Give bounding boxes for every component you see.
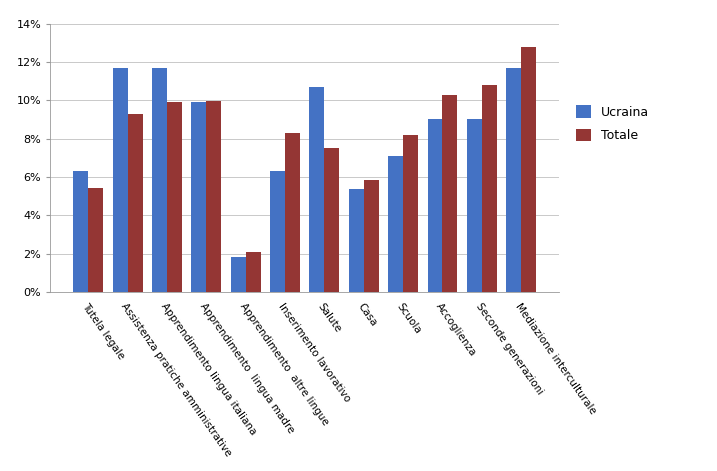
Bar <box>310 87 324 292</box>
Bar <box>128 114 143 292</box>
Bar <box>348 189 364 292</box>
Bar <box>246 252 261 292</box>
Legend: Ucraina, Totale: Ucraina, Totale <box>576 105 649 142</box>
Bar <box>113 68 128 292</box>
Bar <box>191 102 206 292</box>
Bar <box>521 47 536 292</box>
Bar <box>388 156 403 292</box>
Bar <box>442 95 457 292</box>
Bar <box>482 85 497 292</box>
Bar <box>152 68 167 292</box>
Bar <box>73 171 88 292</box>
Bar <box>285 133 300 292</box>
Bar <box>167 102 182 292</box>
Bar <box>467 120 482 292</box>
Bar <box>324 148 339 292</box>
Bar <box>506 68 521 292</box>
Bar <box>206 101 222 292</box>
Bar <box>231 257 246 292</box>
Bar <box>427 120 442 292</box>
Bar <box>364 180 379 292</box>
Bar <box>88 188 103 292</box>
Bar <box>403 135 418 292</box>
Bar <box>270 171 285 292</box>
